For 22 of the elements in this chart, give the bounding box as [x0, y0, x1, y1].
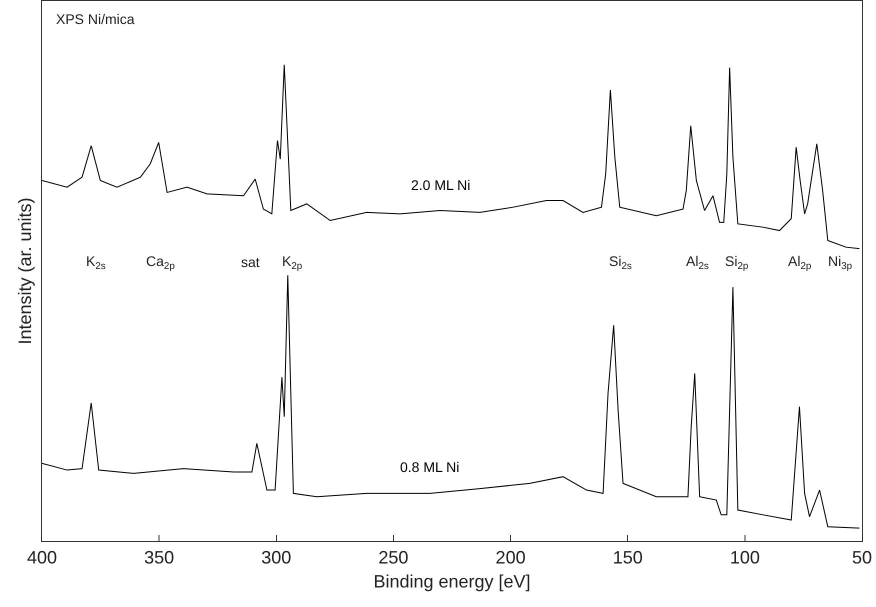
y-axis-title: Intensity (ar. units) — [15, 197, 36, 345]
x-tick-label: 300 — [261, 548, 292, 568]
annotation: Ni$_{3p}$ — [828, 253, 853, 272]
x-tick-label: 150 — [612, 548, 643, 568]
series-label: 2.0 ML Ni — [411, 177, 470, 193]
annotation: Si$_{2s}$ — [609, 253, 632, 272]
chart-title: XPS Ni/mica — [56, 11, 135, 27]
x-tick-label: 250 — [378, 548, 408, 568]
x-tick-label: 50 — [852, 548, 872, 568]
x-tick-label: 100 — [730, 548, 760, 568]
annotation: Al$_{2s}$ — [686, 253, 709, 272]
x-tick-label: 200 — [496, 548, 526, 568]
x-axis-title: Binding energy [eV] — [373, 572, 531, 592]
x-tick-label: 400 — [26, 548, 58, 568]
annotation: sat — [241, 254, 260, 270]
annotation: Al$_{2p}$ — [788, 253, 812, 272]
annotation: K$_{2s}$ — [86, 253, 106, 272]
annotation: Si$_{2p}$ — [725, 253, 749, 272]
annotation: Ca$_{2p}$ — [146, 253, 176, 272]
x-tick-label: 350 — [144, 548, 174, 568]
series-label: 0.8 ML Ni — [400, 459, 460, 475]
annotation: K$_{2p}$ — [282, 253, 303, 272]
